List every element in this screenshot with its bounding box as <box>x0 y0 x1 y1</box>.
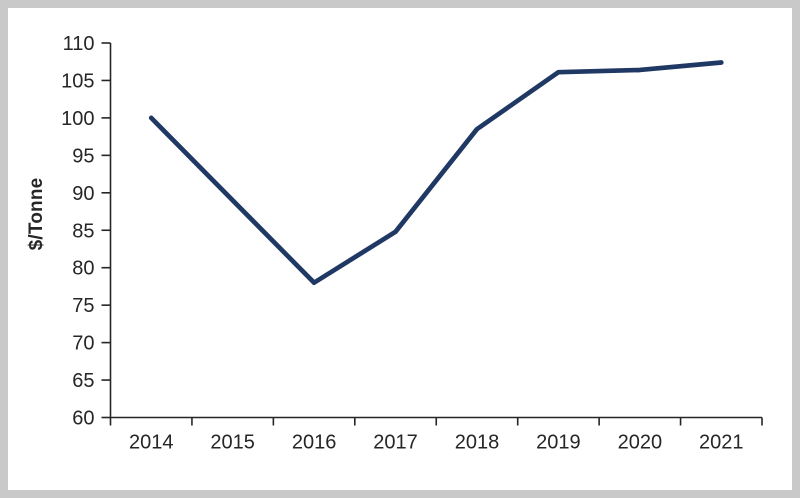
x-tick-label: 2018 <box>455 432 500 454</box>
price-line-series <box>148 60 724 286</box>
y-tick-label: 100 <box>61 108 94 130</box>
x-tick-label: 2019 <box>536 432 581 454</box>
y-tick-label: 110 <box>63 33 95 55</box>
chart-area: 60 65 70 75 80 85 90 95 100 105 110 2014 2015 2016 201… <box>8 8 792 490</box>
y-tick-label: 105 <box>61 70 94 92</box>
y-tick-label: 75 <box>72 295 94 317</box>
y-tick-label: 70 <box>72 333 94 355</box>
axis-lines <box>109 43 762 419</box>
y-axis-title: $/Tonne <box>26 177 47 251</box>
y-tick-label: 95 <box>72 145 94 167</box>
line-chart: 60 65 70 75 80 85 90 95 100 105 110 2014 2015 2016 201… <box>61 33 763 454</box>
x-tick-label: 2020 <box>618 432 663 454</box>
x-tick-label: 2017 <box>373 432 418 454</box>
y-tick-label: 85 <box>72 220 94 242</box>
y-tick-label: 65 <box>72 370 94 392</box>
x-tick-label: 2014 <box>129 432 174 454</box>
x-tick-label: 2015 <box>210 432 255 454</box>
x-tick-label: 2016 <box>292 432 337 454</box>
y-tick-label: 60 <box>72 408 94 430</box>
y-tick-label: 80 <box>72 258 94 280</box>
y-tick-label: 90 <box>72 183 94 205</box>
x-tick-label: 2021 <box>699 432 744 454</box>
